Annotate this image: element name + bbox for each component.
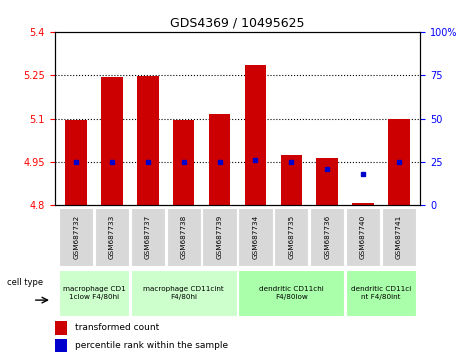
Text: GSM687740: GSM687740 — [360, 215, 366, 259]
FancyBboxPatch shape — [310, 208, 344, 266]
Bar — [245, 65, 266, 205]
FancyBboxPatch shape — [167, 208, 201, 266]
Bar — [209, 114, 230, 205]
Text: GSM687732: GSM687732 — [73, 215, 79, 259]
FancyBboxPatch shape — [238, 208, 273, 266]
Bar — [55, 321, 67, 335]
Bar — [173, 120, 194, 205]
Bar — [66, 120, 87, 205]
Text: percentile rank within the sample: percentile rank within the sample — [75, 341, 228, 350]
Text: GSM687741: GSM687741 — [396, 215, 402, 259]
FancyBboxPatch shape — [202, 208, 237, 266]
Bar — [101, 77, 123, 205]
Text: GSM687733: GSM687733 — [109, 215, 115, 259]
Text: dendritic CD11chi
F4/80low: dendritic CD11chi F4/80low — [259, 286, 323, 300]
Bar — [352, 203, 374, 205]
FancyBboxPatch shape — [274, 208, 308, 266]
Bar — [55, 339, 67, 352]
Text: GSM687735: GSM687735 — [288, 215, 294, 259]
FancyBboxPatch shape — [59, 270, 129, 316]
Text: macrophage CD1
1clow F4/80hi: macrophage CD1 1clow F4/80hi — [63, 286, 125, 300]
Bar — [137, 76, 159, 205]
FancyBboxPatch shape — [238, 270, 344, 316]
FancyBboxPatch shape — [131, 208, 165, 266]
FancyBboxPatch shape — [95, 208, 129, 266]
Text: GSM687736: GSM687736 — [324, 215, 330, 259]
Text: macrophage CD11cint
F4/80hi: macrophage CD11cint F4/80hi — [143, 286, 224, 300]
Text: transformed count: transformed count — [75, 323, 159, 332]
Text: GSM687739: GSM687739 — [217, 215, 223, 259]
Bar — [388, 119, 409, 205]
FancyBboxPatch shape — [59, 208, 94, 266]
Text: cell type: cell type — [7, 278, 43, 287]
Title: GDS4369 / 10495625: GDS4369 / 10495625 — [170, 16, 305, 29]
Text: GSM687734: GSM687734 — [252, 215, 258, 259]
Bar — [316, 158, 338, 205]
FancyBboxPatch shape — [346, 208, 380, 266]
Text: dendritic CD11ci
nt F4/80int: dendritic CD11ci nt F4/80int — [351, 286, 411, 300]
Text: GSM687737: GSM687737 — [145, 215, 151, 259]
Bar — [281, 155, 302, 205]
FancyBboxPatch shape — [381, 208, 416, 266]
Text: GSM687738: GSM687738 — [180, 215, 187, 259]
FancyBboxPatch shape — [346, 270, 416, 316]
FancyBboxPatch shape — [131, 270, 237, 316]
